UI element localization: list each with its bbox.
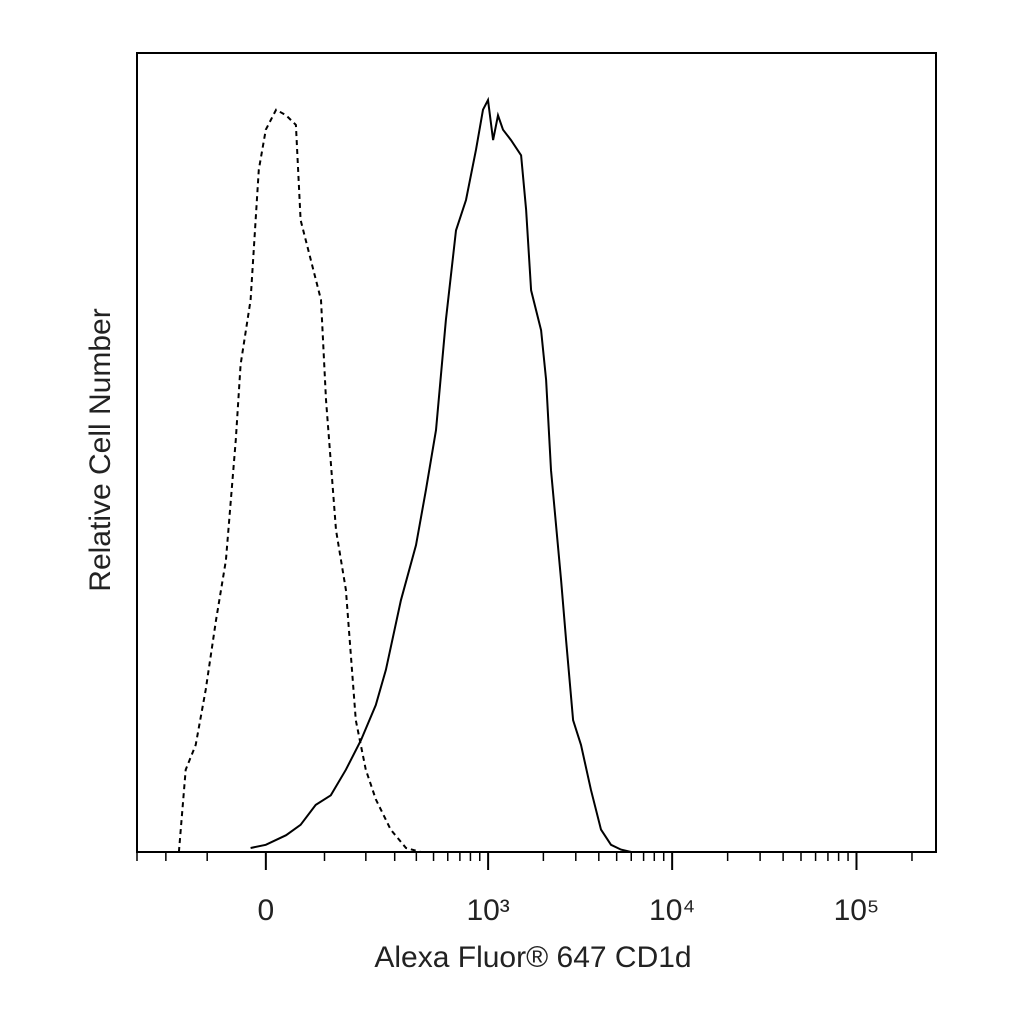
x-axis-label: Alexa Fluor® 647 CD1d xyxy=(374,941,691,974)
histogram-line xyxy=(250,96,632,853)
x-tick-label: 10⁴ xyxy=(649,894,695,927)
histogram-line xyxy=(177,108,422,853)
y-axis-label: Relative Cell Number xyxy=(84,308,117,591)
x-tick-label: 0 xyxy=(258,894,275,927)
plot-frame xyxy=(136,52,937,853)
x-tick-label: 10⁵ xyxy=(834,894,880,927)
x-tick-label: 10³ xyxy=(466,894,509,927)
